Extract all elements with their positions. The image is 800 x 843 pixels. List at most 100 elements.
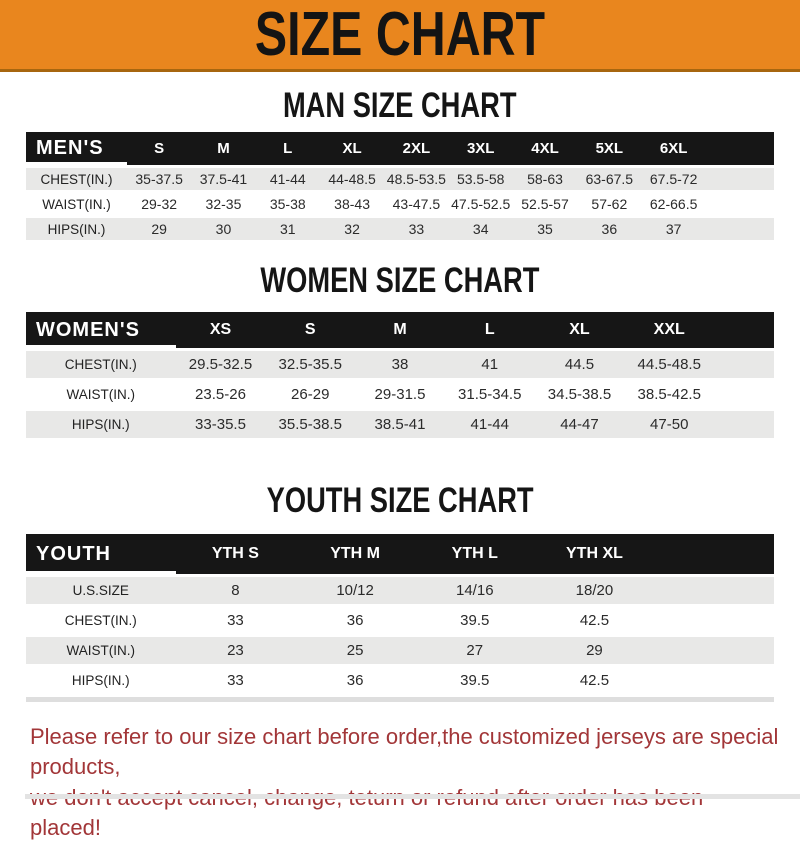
size-value-cell: 29-32 bbox=[126, 193, 192, 215]
men-size-table: MEN'S S M L XL 2XL 3XL 4XL 5XL 6XL CHEST(IN.) 35-37… bbox=[26, 129, 774, 243]
size-value-cell: 29-31.5 bbox=[355, 381, 445, 408]
disclaimer-line-1: Please refer to our size chart before or… bbox=[30, 724, 779, 780]
size-value-cell: 31 bbox=[255, 218, 320, 240]
table-header-label: YOUTH bbox=[26, 534, 176, 574]
men-section-heading: MAN SIZE CHART bbox=[0, 85, 800, 127]
size-value-cell: 10/12 bbox=[295, 577, 415, 604]
size-column-header: M bbox=[191, 132, 256, 165]
size-value-cell: 32.5-35.5 bbox=[265, 351, 356, 378]
size-value-cell: 25 bbox=[295, 637, 415, 664]
size-value-cell: 29 bbox=[534, 637, 655, 664]
size-value-cell: 41-44 bbox=[444, 411, 535, 438]
measurement-label: HIPS(IN.) bbox=[26, 411, 176, 438]
size-value-cell: 38.5-41 bbox=[355, 411, 445, 438]
measurement-label: WAIST(IN.) bbox=[26, 381, 176, 408]
row-spacer bbox=[654, 607, 774, 634]
size-value-cell: 44.5 bbox=[534, 351, 625, 378]
row-spacer bbox=[705, 193, 774, 215]
size-column-header: YTH XL bbox=[534, 534, 655, 574]
table-row: CHEST(IN.) 35-37.5 37.5-41 41-44 44-48.5 48.5… bbox=[26, 168, 774, 190]
size-value-cell: 27 bbox=[414, 637, 535, 664]
row-spacer bbox=[714, 411, 774, 438]
size-value-cell: 32-35 bbox=[191, 193, 256, 215]
size-value-cell: 8 bbox=[175, 577, 296, 604]
size-chart-banner: SIZE CHART bbox=[0, 0, 800, 72]
size-value-cell: 31.5-34.5 bbox=[444, 381, 535, 408]
measurement-label: WAIST(IN.) bbox=[26, 193, 127, 215]
row-spacer bbox=[705, 168, 774, 190]
size-column-header: S bbox=[265, 312, 356, 348]
youth-section-heading: YOUTH SIZE CHART bbox=[0, 480, 800, 522]
table-row: HIPS(IN.) 33-35.5 35.5-38.5 38.5-41 41-44 44-… bbox=[26, 411, 774, 438]
table-row: U.S.SIZE 8 10/12 14/16 18/20 bbox=[26, 577, 774, 604]
table-row: WAIST(IN.) 23.5-26 26-29 29-31.5 31.5-34.5 34… bbox=[26, 381, 774, 408]
header-spacer bbox=[654, 534, 774, 574]
size-value-cell: 42.5 bbox=[534, 667, 655, 694]
size-value-cell: 41 bbox=[444, 351, 535, 378]
disclaimer-text: Please refer to our size chart before or… bbox=[30, 722, 780, 843]
size-value-cell: 33 bbox=[175, 667, 296, 694]
size-value-cell: 23 bbox=[175, 637, 296, 664]
size-value-cell: 23.5-26 bbox=[175, 381, 266, 408]
size-value-cell: 18/20 bbox=[534, 577, 655, 604]
size-value-cell: 43-47.5 bbox=[384, 193, 449, 215]
size-value-cell: 37 bbox=[641, 218, 706, 240]
size-value-cell: 63-67.5 bbox=[577, 168, 642, 190]
table-header-label: MEN'S bbox=[26, 132, 127, 165]
size-value-cell: 35 bbox=[512, 218, 578, 240]
row-spacer bbox=[705, 218, 774, 240]
size-column-header: XL bbox=[534, 312, 625, 348]
table-row: CHEST(IN.) 29.5-32.5 32.5-35.5 38 41 44.5 44.5… bbox=[26, 351, 774, 378]
size-value-cell: 34 bbox=[448, 218, 513, 240]
size-value-cell: 67.5-72 bbox=[641, 168, 706, 190]
row-spacer bbox=[654, 637, 774, 664]
size-value-cell: 38 bbox=[355, 351, 445, 378]
size-column-header: YTH S bbox=[175, 534, 296, 574]
bottom-divider bbox=[25, 794, 800, 799]
size-value-cell: 26-29 bbox=[265, 381, 356, 408]
size-column-header: M bbox=[355, 312, 445, 348]
measurement-label: HIPS(IN.) bbox=[26, 218, 127, 240]
size-value-cell: 44-47 bbox=[534, 411, 625, 438]
size-value-cell: 47-50 bbox=[624, 411, 715, 438]
size-value-cell: 33-35.5 bbox=[175, 411, 266, 438]
size-value-cell: 37.5-41 bbox=[191, 168, 256, 190]
size-column-header: 2XL bbox=[384, 132, 449, 165]
youth-size-table: YOUTH YTH S YTH M YTH L YTH XL U.S.SIZE 8 10/12… bbox=[26, 531, 774, 705]
size-value-cell: 48.5-53.5 bbox=[384, 168, 449, 190]
measurement-label: CHEST(IN.) bbox=[26, 607, 176, 634]
men-heading-text: MAN SIZE CHART bbox=[283, 86, 517, 125]
row-spacer bbox=[714, 351, 774, 378]
size-value-cell: 39.5 bbox=[414, 667, 535, 694]
size-value-cell: 14/16 bbox=[414, 577, 535, 604]
women-size-table: WOMEN'S XS S M L XL XXL CHEST(IN.) 29.5-32.5 32.5… bbox=[26, 309, 774, 441]
size-column-header: S bbox=[126, 132, 192, 165]
size-column-header: 6XL bbox=[641, 132, 706, 165]
size-column-header: YTH L bbox=[414, 534, 535, 574]
size-value-cell: 29.5-32.5 bbox=[175, 351, 266, 378]
size-column-header: L bbox=[444, 312, 535, 348]
table-row: WAIST(IN.) 29-32 32-35 35-38 38-43 43-47.5 47.… bbox=[26, 193, 774, 215]
size-value-cell: 29 bbox=[126, 218, 192, 240]
size-value-cell: 62-66.5 bbox=[641, 193, 706, 215]
page-title: SIZE CHART bbox=[254, 0, 546, 69]
youth-heading-text: YOUTH SIZE CHART bbox=[266, 481, 534, 520]
measurement-label: HIPS(IN.) bbox=[26, 667, 176, 694]
header-spacer bbox=[705, 132, 774, 165]
row-spacer bbox=[714, 381, 774, 408]
size-value-cell: 35.5-38.5 bbox=[265, 411, 356, 438]
size-column-header: YTH M bbox=[295, 534, 415, 574]
row-spacer bbox=[654, 577, 774, 604]
size-value-cell: 38.5-42.5 bbox=[624, 381, 715, 408]
table-row: HIPS(IN.) 29 30 31 32 33 34 35 36 37 bbox=[26, 218, 774, 240]
size-column-header: 5XL bbox=[577, 132, 642, 165]
table-bottom-strip bbox=[26, 697, 774, 702]
measurement-label: CHEST(IN.) bbox=[26, 168, 127, 190]
size-column-header: XS bbox=[175, 312, 266, 348]
size-value-cell: 58-63 bbox=[512, 168, 578, 190]
measurement-label: U.S.SIZE bbox=[26, 577, 176, 604]
size-value-cell: 42.5 bbox=[534, 607, 655, 634]
measurement-label: WAIST(IN.) bbox=[26, 637, 176, 664]
size-column-header: XL bbox=[319, 132, 385, 165]
size-value-cell: 52.5-57 bbox=[512, 193, 578, 215]
